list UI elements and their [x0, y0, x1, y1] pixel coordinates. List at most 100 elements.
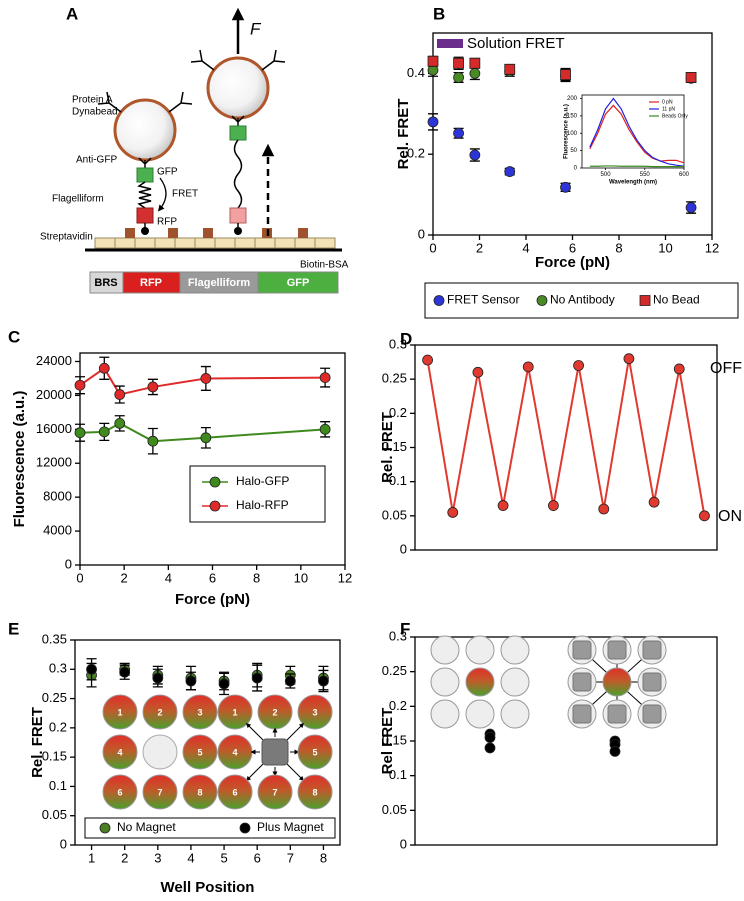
panel-label: D	[400, 329, 412, 348]
data-point	[119, 666, 131, 678]
well-label: 4	[117, 747, 122, 757]
bsa-tile	[274, 237, 296, 249]
data-point	[422, 354, 433, 366]
y-tick-label: 0	[65, 556, 72, 571]
data-point	[318, 675, 329, 687]
y-tick-label: 0.15	[382, 439, 407, 454]
legend-label: Halo-GFP	[236, 474, 289, 488]
data-point	[427, 55, 439, 67]
construct-gfp	[257, 271, 339, 294]
data-point	[673, 363, 685, 375]
magnet	[642, 704, 662, 724]
y-axis-label: Rel. FRET	[379, 412, 396, 483]
x-tick-label: 8	[253, 571, 260, 586]
well-label: 3	[312, 707, 317, 717]
well-label: 8	[197, 787, 202, 797]
legend-label: No Bead	[653, 293, 700, 307]
data-point	[648, 496, 660, 508]
data-point	[469, 149, 481, 161]
x-tick-label: 4	[522, 241, 529, 256]
data-point	[560, 69, 571, 81]
data-point	[86, 663, 97, 675]
y-tick-label: 4000	[43, 523, 72, 538]
legend-marker	[99, 822, 111, 834]
bsa-tile	[234, 237, 256, 249]
y-tick-label: 150	[567, 113, 578, 119]
x-tick-label: 8	[615, 241, 622, 256]
x-tick-label: 8	[320, 851, 327, 866]
plot-frame	[414, 344, 718, 551]
flagelliform-label: Flagelliform	[52, 194, 104, 205]
data-point	[484, 732, 496, 743]
data-point	[427, 116, 439, 128]
x-tick-label: 2	[476, 241, 483, 256]
antibody	[190, 49, 286, 71]
empty-well	[500, 635, 530, 665]
y-tick-label: 0.2	[389, 698, 407, 713]
well	[102, 734, 138, 770]
data-point	[548, 500, 559, 511]
y-tick-label: 200	[567, 96, 578, 102]
rfp-label: RFP	[157, 217, 177, 228]
force-arrow	[285, 762, 305, 782]
well	[217, 774, 253, 810]
legend-frame	[189, 465, 326, 523]
x-tick-label: 0	[76, 571, 83, 586]
y-tick-label: 0.1	[49, 778, 67, 793]
x-tick-label: 2	[121, 851, 128, 866]
legend-label: Plus Magnet	[257, 820, 324, 834]
data-line	[589, 97, 685, 167]
panel-a: A F Protein A Dynabead	[40, 4, 349, 294]
data-point	[522, 361, 534, 373]
y-tick-label: 0.1	[389, 473, 407, 488]
bsa-tile	[194, 237, 216, 249]
force-arrow	[245, 762, 265, 782]
data-point	[504, 63, 516, 75]
legend-marker	[239, 822, 251, 834]
y-axis-label: Rel FRET	[379, 708, 396, 775]
y-tick-label: 0.3	[389, 336, 407, 351]
data-point	[609, 746, 621, 757]
bead	[113, 98, 177, 162]
anti-gfp-label: Anti-GFP	[76, 155, 117, 166]
y-tick-label: 8000	[43, 489, 72, 504]
data-point	[447, 507, 459, 518]
y-tick-label: 0	[574, 166, 578, 172]
empty-well	[142, 734, 178, 770]
data-point	[251, 672, 263, 684]
y-tick-label: 0.15	[382, 732, 407, 747]
y-tick-label: 24000	[36, 353, 72, 368]
legend-marker	[209, 500, 221, 512]
construct-label: GFP	[287, 277, 310, 289]
panel-label: B	[433, 4, 445, 23]
y-tick-label: 0.25	[382, 371, 407, 386]
plot-frame	[79, 352, 346, 566]
x-tick-label: 4	[187, 851, 194, 866]
well	[217, 694, 253, 730]
legend-frame	[84, 817, 336, 839]
x-tick-label: 6	[569, 241, 576, 256]
magnet	[642, 640, 662, 660]
data-point	[453, 127, 464, 139]
data-point	[74, 427, 86, 439]
empty-well	[465, 635, 495, 665]
x-axis-label: Well Position	[161, 879, 255, 896]
legend-label: 0 pN	[662, 99, 673, 105]
x-tick-label: 10	[294, 571, 308, 586]
x-tick-label: 12	[705, 241, 719, 256]
well	[142, 774, 178, 810]
well-label: 4	[232, 747, 237, 757]
anti-gfp	[138, 157, 152, 168]
x-tick-label: 3	[154, 851, 161, 866]
data-point	[504, 166, 516, 177]
well-label: 2	[157, 707, 162, 717]
data-point	[114, 389, 126, 400]
x-tick-label: 6	[209, 571, 216, 586]
annotation: Solution FRET	[467, 35, 565, 52]
surface	[85, 228, 342, 252]
well	[142, 694, 178, 730]
y-tick-label: 0.3	[389, 628, 407, 643]
well-label: 1	[232, 707, 237, 717]
y-axis-label: Fluorescence (a.u.)	[564, 104, 570, 159]
rfp	[229, 207, 247, 224]
